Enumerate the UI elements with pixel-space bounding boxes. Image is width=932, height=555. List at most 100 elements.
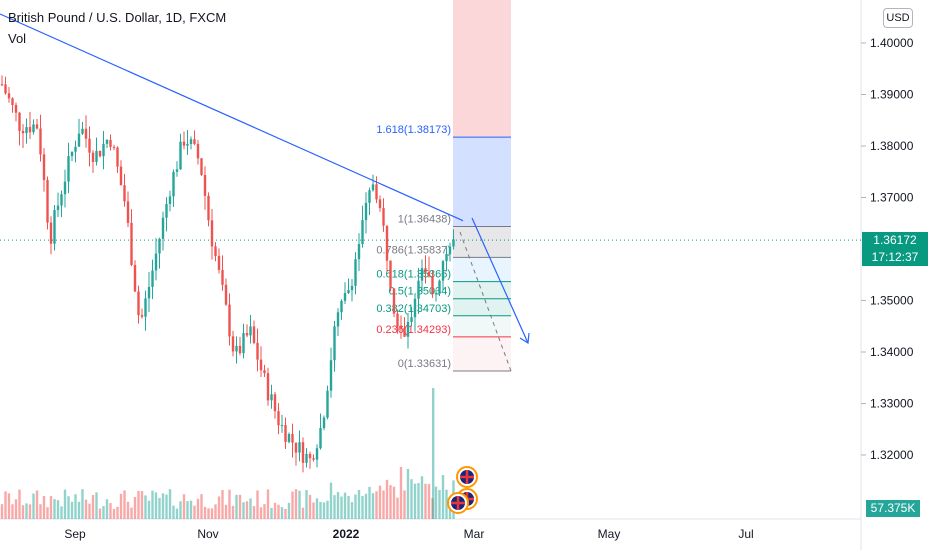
candle-body — [172, 171, 175, 197]
volume-bar — [322, 502, 326, 519]
candle-body — [340, 300, 343, 313]
volume-bar — [0, 504, 4, 519]
volume-bar — [287, 502, 291, 519]
volume-bar — [116, 506, 119, 519]
candle-body — [434, 293, 438, 295]
candle-body — [378, 199, 382, 209]
candle-body — [438, 280, 441, 294]
volume-bar — [39, 504, 42, 519]
volume-bar — [392, 486, 396, 519]
candle-body — [84, 128, 88, 139]
volume-bar — [189, 500, 193, 519]
volume-bar — [399, 466, 403, 519]
volume-value-label: 57.375K — [866, 500, 920, 517]
candle-body — [4, 84, 7, 94]
candle-body — [441, 261, 445, 281]
volume-bar — [207, 508, 210, 519]
volume-bar — [126, 501, 130, 519]
candle-body — [168, 196, 172, 204]
candle-body — [186, 144, 189, 146]
volume-bar — [326, 500, 329, 519]
volume-bar — [49, 496, 53, 519]
volume-bar — [60, 506, 63, 519]
candle-body — [77, 133, 81, 147]
fib-zone-1 — [453, 226, 511, 258]
candle-body — [375, 184, 378, 200]
candle-body — [224, 284, 228, 305]
candle-body — [49, 222, 53, 244]
volume-bar — [413, 483, 417, 519]
candle-body — [371, 184, 375, 191]
volume-bar — [196, 498, 200, 519]
volume-bar — [168, 489, 172, 519]
candle-body — [91, 152, 95, 162]
candle-body — [217, 255, 221, 270]
volume-bar — [70, 501, 74, 519]
symbol-title[interactable]: British Pound / U.S. Dollar, 1D, FXCM — [8, 10, 227, 25]
candle-body — [165, 203, 168, 218]
volume-bar — [179, 501, 182, 519]
candle-body — [294, 442, 298, 453]
volume-bar — [245, 501, 249, 519]
trend-line — [0, 13, 464, 222]
candle-body — [112, 146, 116, 148]
candle-body — [410, 317, 413, 322]
candle-body — [210, 220, 214, 247]
projection-arrow-head — [519, 332, 530, 345]
volume-bar — [448, 505, 452, 519]
volume-bar — [84, 499, 88, 519]
volume-bar — [266, 489, 270, 519]
volume-bar — [298, 490, 301, 519]
bar-countdown: 17:12:37 — [871, 250, 919, 264]
volume-bar — [221, 490, 224, 519]
candle-body — [109, 139, 112, 147]
candle-body — [28, 127, 32, 133]
volume-bar — [340, 496, 343, 519]
candle-body — [245, 333, 249, 336]
volume-bar — [385, 479, 389, 519]
candle-body — [56, 205, 60, 211]
candle-body — [105, 139, 109, 144]
volume-bar — [112, 508, 116, 519]
candle-body — [231, 336, 235, 352]
candle-body — [102, 143, 105, 157]
volume-bar — [284, 508, 287, 519]
candle-body — [305, 453, 308, 463]
candle-body — [182, 141, 186, 146]
candle-body — [347, 290, 350, 294]
currency-button[interactable]: USD — [883, 8, 913, 28]
candle-body — [154, 253, 158, 271]
price-tick-label: 1.34000 — [870, 345, 914, 359]
volume-bar — [319, 501, 322, 519]
candle-body — [270, 394, 273, 401]
candle-body — [420, 268, 424, 281]
candle-body — [63, 181, 67, 195]
volume-indicator-label[interactable]: Vol — [8, 31, 27, 46]
candle-body — [333, 326, 336, 361]
candle-body — [326, 390, 329, 418]
volume-bar — [95, 492, 98, 519]
candle-body — [242, 333, 245, 354]
candle-body — [319, 428, 322, 449]
volume-bar — [137, 490, 140, 519]
volume-bar — [4, 491, 7, 519]
candle-body — [263, 370, 266, 374]
price-tick-label: 1.40000 — [870, 36, 914, 50]
fib-zone-382 — [453, 315, 511, 337]
current-price-label: 1.36172 17:12:37 — [862, 232, 928, 266]
candle-body — [0, 84, 4, 86]
candle-body — [98, 150, 102, 157]
volume-bar — [235, 494, 238, 519]
volume-bar — [389, 485, 392, 519]
fib-level-label: 1(1.36438) — [398, 213, 451, 225]
candle-body — [259, 359, 263, 371]
candle-body — [287, 433, 291, 442]
volume-bar — [200, 494, 203, 519]
candle-body — [130, 222, 133, 265]
volume-bar — [210, 508, 214, 519]
volume-bar — [378, 485, 382, 519]
candle-body — [214, 246, 217, 256]
volume-bar — [420, 476, 424, 519]
